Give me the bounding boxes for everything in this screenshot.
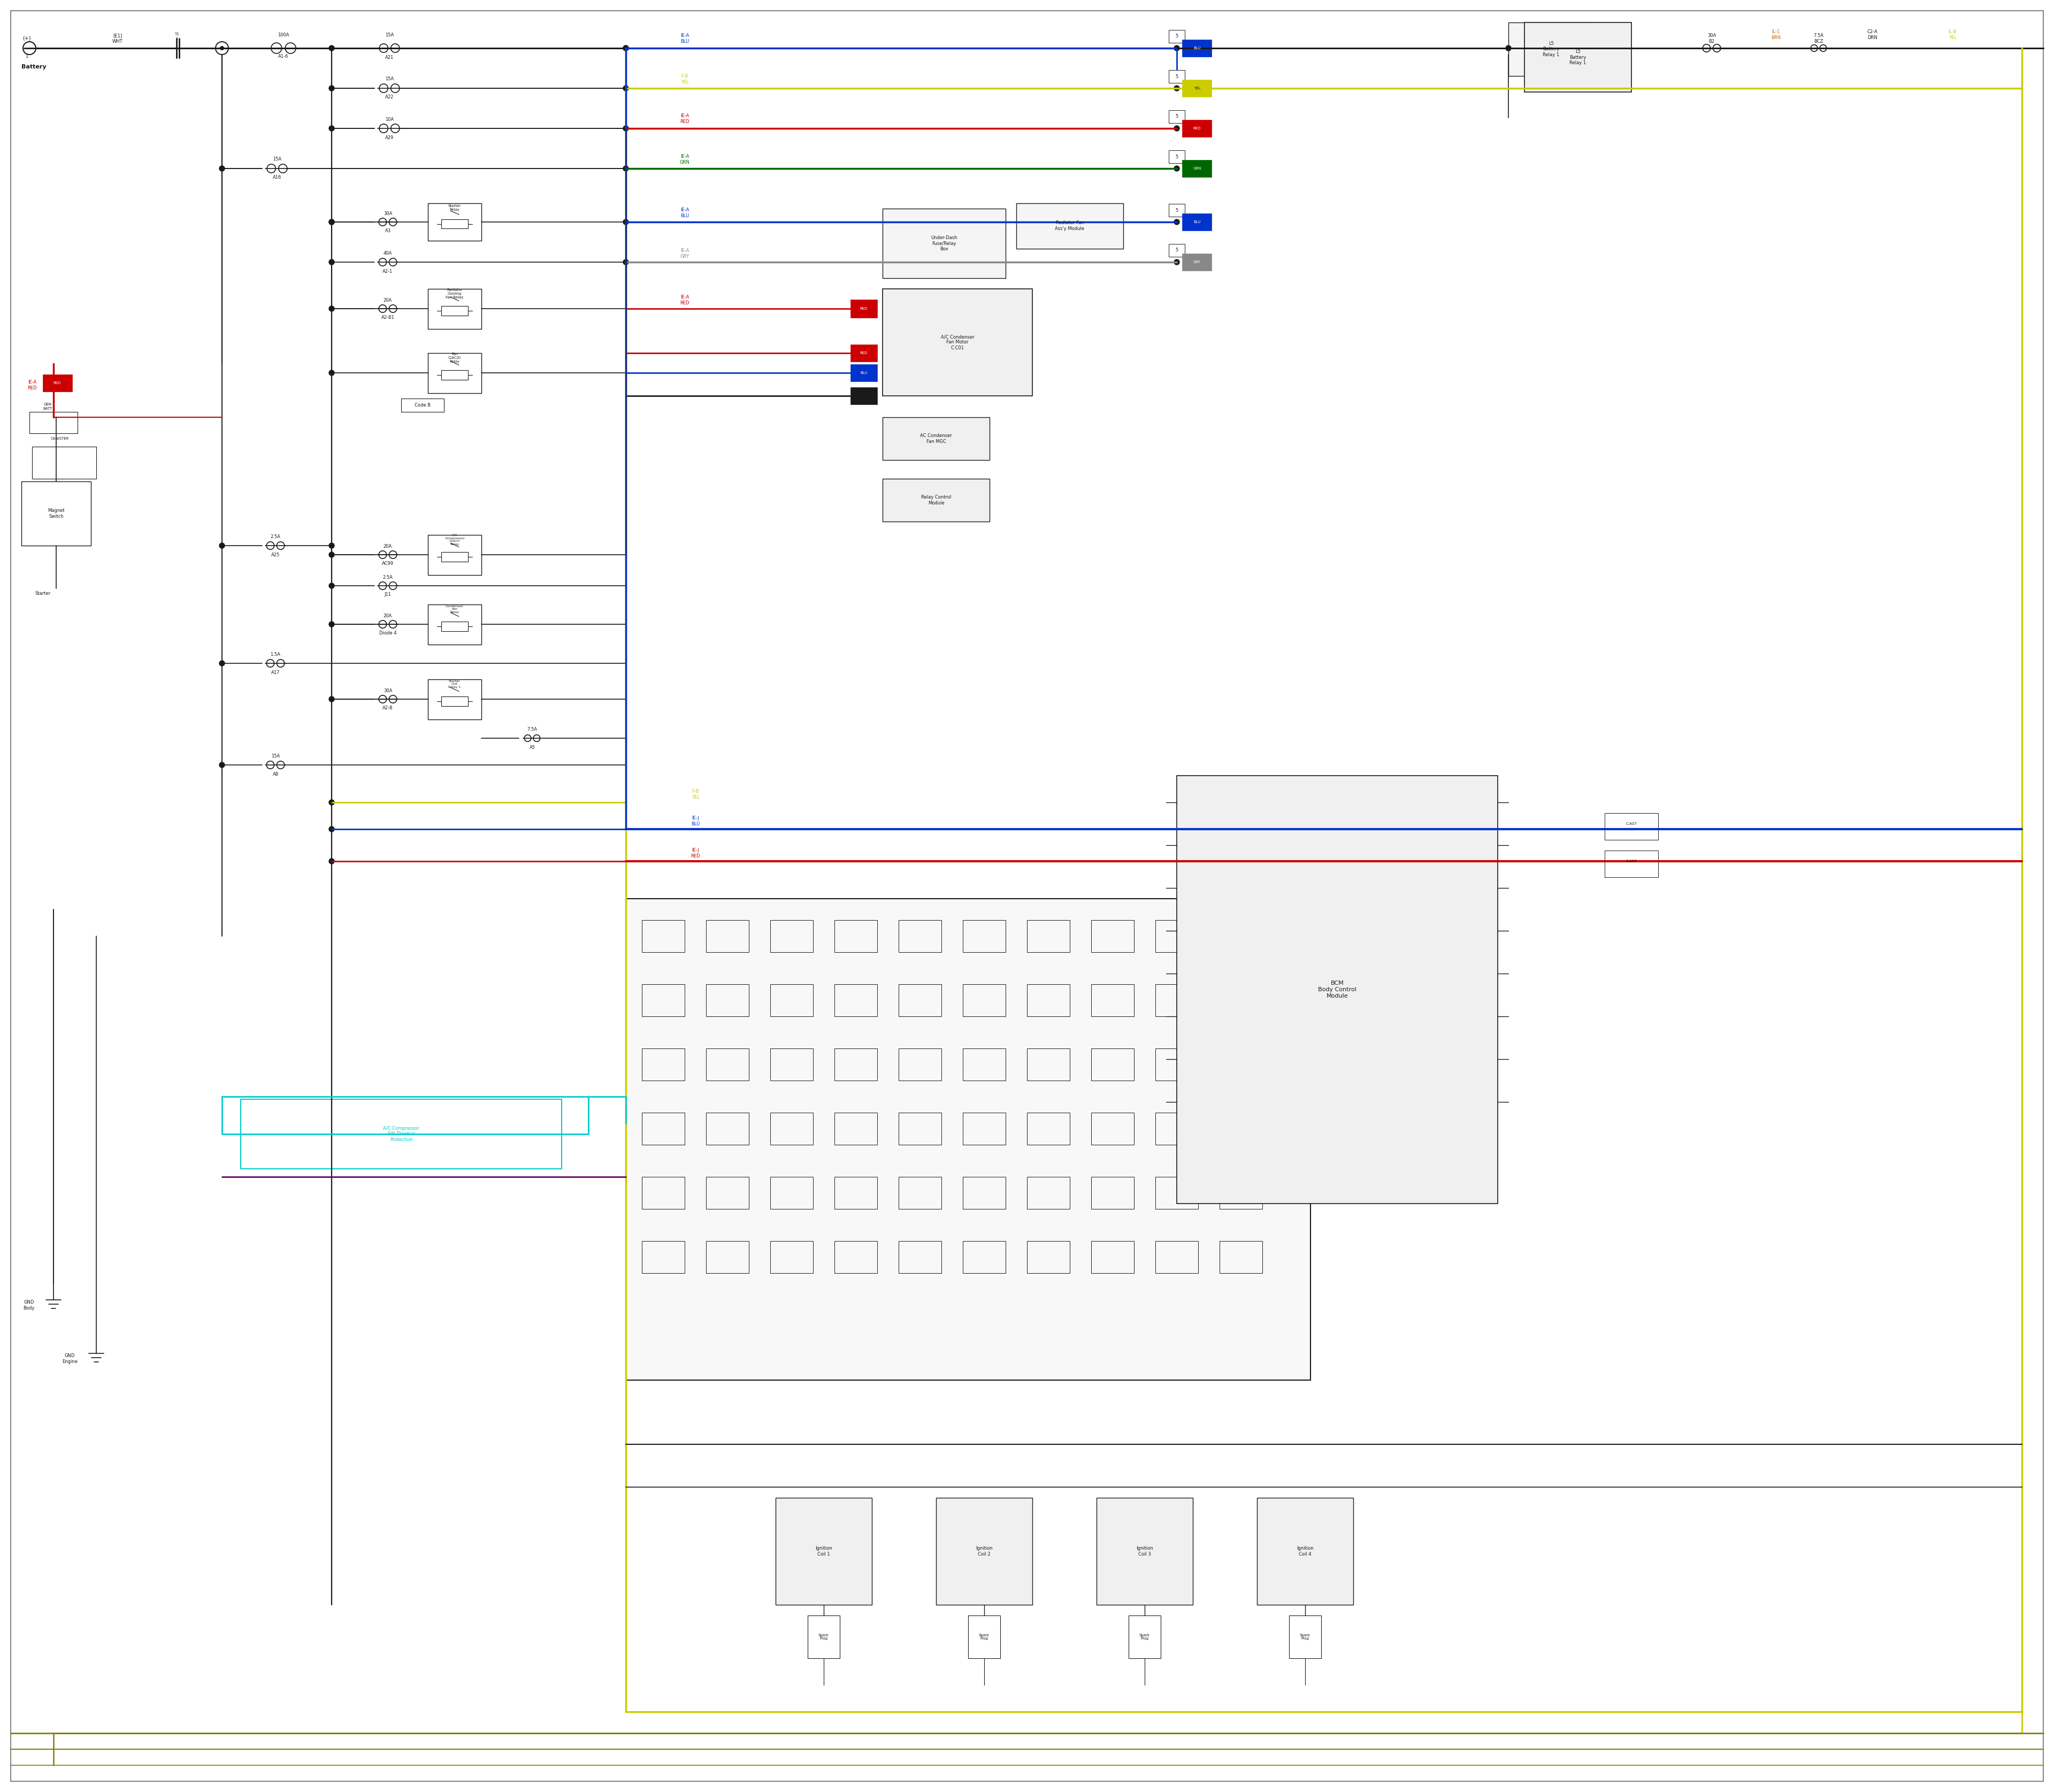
Circle shape — [622, 167, 629, 172]
Circle shape — [622, 125, 629, 131]
Bar — [1091, 1113, 1134, 1145]
Bar — [442, 219, 468, 228]
Bar — [43, 375, 72, 392]
Text: J11: J11 — [384, 593, 390, 597]
Circle shape — [1175, 260, 1179, 265]
Text: 2.5A: 2.5A — [382, 575, 392, 579]
Text: 5: 5 — [1175, 154, 1179, 159]
Text: [E1]
WHT: [E1] WHT — [113, 34, 123, 43]
Text: IL-1
BRN: IL-1 BRN — [1771, 30, 1781, 39]
Text: A16: A16 — [273, 176, 281, 179]
Bar — [1154, 1048, 1197, 1081]
Text: IE-J
RED: IE-J RED — [690, 848, 700, 858]
Circle shape — [329, 826, 335, 831]
Text: Starter: Starter — [35, 591, 51, 597]
Bar — [770, 1113, 813, 1145]
Bar — [967, 1615, 1000, 1658]
Text: GRN: GRN — [1193, 167, 1202, 170]
Bar — [1027, 1242, 1070, 1272]
Text: Radiator
Cooling
Fan Relay: Radiator Cooling Fan Relay — [446, 289, 464, 299]
Circle shape — [1506, 45, 1512, 50]
Bar — [707, 1048, 750, 1081]
Bar — [834, 1113, 877, 1145]
Text: BCM
Body Control
Module: BCM Body Control Module — [1319, 980, 1356, 998]
Text: BLU: BLU — [1193, 47, 1202, 50]
Text: RED: RED — [53, 382, 62, 385]
Bar — [1091, 1242, 1134, 1272]
Circle shape — [329, 306, 335, 312]
Circle shape — [329, 125, 335, 131]
Bar — [1027, 1113, 1070, 1145]
Text: Ignition
Coil 3: Ignition Coil 3 — [1136, 1546, 1152, 1557]
Bar — [770, 984, 813, 1016]
Bar — [1017, 202, 1124, 249]
Bar — [427, 604, 481, 645]
Circle shape — [220, 543, 224, 548]
Text: 2.5A: 2.5A — [271, 534, 281, 539]
Bar — [1091, 1177, 1134, 1210]
Bar — [707, 984, 750, 1016]
Text: Spark
Plug: Spark Plug — [817, 1633, 830, 1640]
Text: Ignition
Coil 2: Ignition Coil 2 — [976, 1546, 992, 1557]
Text: IE-A
RED: IE-A RED — [27, 380, 37, 391]
Text: 15A: 15A — [273, 158, 281, 161]
Circle shape — [1175, 45, 1179, 50]
Bar — [442, 697, 468, 706]
Bar — [1604, 814, 1658, 840]
Bar — [900, 919, 941, 952]
Text: 15A: 15A — [384, 32, 394, 38]
Text: A25: A25 — [271, 554, 279, 557]
Text: GND
Engine: GND Engine — [62, 1353, 78, 1364]
Bar — [1220, 1048, 1263, 1081]
Bar — [1154, 919, 1197, 952]
Text: 1.5A: 1.5A — [271, 652, 281, 658]
Bar — [834, 919, 877, 952]
Text: Condenser
Fan
Relay: Condenser Fan Relay — [446, 606, 464, 613]
Bar — [1027, 984, 1070, 1016]
Bar — [641, 984, 684, 1016]
Bar — [883, 289, 1033, 396]
Text: RED: RED — [1193, 127, 1202, 131]
Bar — [1169, 151, 1185, 163]
Bar — [427, 536, 481, 575]
Circle shape — [220, 762, 224, 767]
Bar — [834, 984, 877, 1016]
Text: 40A: 40A — [384, 251, 392, 256]
Text: (+): (+) — [23, 36, 31, 41]
Bar — [937, 1498, 1033, 1606]
Bar — [883, 208, 1006, 278]
Text: GEN
BATT: GEN BATT — [43, 403, 51, 410]
Bar — [427, 353, 481, 392]
Text: 5: 5 — [1175, 73, 1179, 79]
Circle shape — [329, 86, 335, 91]
Text: T1
1: T1 1 — [175, 32, 179, 39]
Bar — [807, 1615, 840, 1658]
Bar — [1183, 159, 1212, 177]
Bar — [850, 299, 877, 317]
Bar — [1027, 1177, 1070, 1210]
Text: IE-A
RED: IE-A RED — [680, 113, 690, 124]
Text: Magnet
Switch: Magnet Switch — [47, 509, 64, 518]
Bar — [707, 1242, 750, 1272]
Bar — [1169, 244, 1185, 256]
Circle shape — [329, 219, 335, 224]
Bar — [770, 919, 813, 952]
Text: IL-B
YEL: IL-B YEL — [1947, 30, 1957, 39]
Bar — [1097, 1498, 1193, 1606]
Text: 5: 5 — [1175, 208, 1179, 213]
Bar — [707, 1177, 750, 1210]
Text: A22: A22 — [384, 95, 394, 100]
Circle shape — [329, 552, 335, 557]
Bar — [641, 1048, 684, 1081]
Text: IE-A
BLU: IE-A BLU — [680, 34, 688, 43]
Bar — [1154, 1113, 1197, 1145]
Bar — [1257, 1498, 1354, 1606]
Circle shape — [329, 582, 335, 588]
Text: AC Condenser
Fan MGC: AC Condenser Fan MGC — [920, 434, 951, 444]
Text: A2-1: A2-1 — [382, 269, 392, 274]
Text: IE-A
GRN: IE-A GRN — [680, 154, 690, 165]
Circle shape — [329, 543, 335, 548]
Text: A5: A5 — [530, 745, 536, 751]
Bar — [240, 1098, 561, 1168]
Circle shape — [329, 219, 335, 224]
